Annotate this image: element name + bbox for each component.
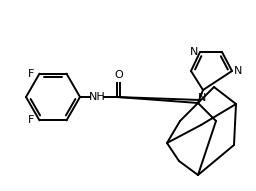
Text: F: F [28, 69, 35, 79]
Text: O: O [114, 70, 123, 80]
Text: NH: NH [89, 92, 105, 102]
Text: F: F [28, 115, 35, 125]
Text: N: N [234, 66, 242, 76]
Text: N: N [198, 93, 206, 103]
Text: N: N [190, 47, 198, 57]
